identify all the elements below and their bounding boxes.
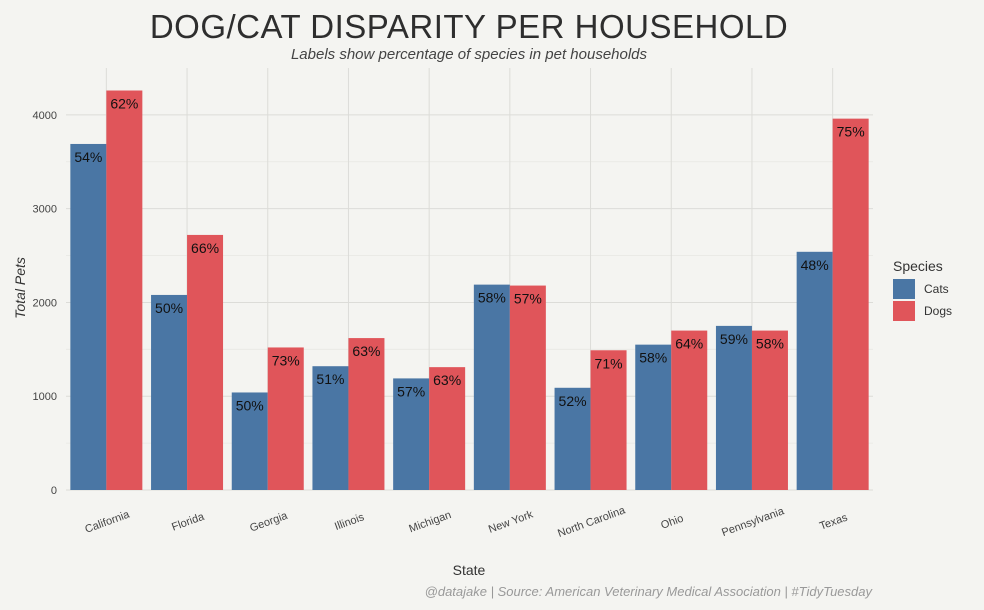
- x-axis-title: State: [453, 562, 486, 578]
- bar-dogs: [832, 118, 869, 490]
- bar-value-label: 50%: [155, 300, 183, 316]
- x-tick-label: Ohio: [659, 513, 685, 532]
- y-tick-label: 3000: [33, 204, 57, 216]
- x-axis-ticks: California Florida Georgia Illinois Michigan…: [83, 504, 849, 540]
- x-tick-label: Georgia: [248, 510, 290, 535]
- bar-value-label: 58%: [478, 290, 506, 306]
- x-tick-label: Texas: [818, 511, 850, 532]
- bar-value-label: 75%: [837, 124, 865, 140]
- bar-value-label: 48%: [801, 257, 829, 273]
- bar-labels: 54% 50% 50% 51% 57% 58% 52% 58% 59% 48% 62% 66% 73% 6…: [74, 96, 864, 414]
- legend-swatch-cats: [893, 279, 915, 299]
- y-tick-label: 4000: [33, 110, 57, 122]
- bar-cats: [70, 143, 107, 490]
- bar-value-label: 73%: [272, 352, 300, 368]
- chart-title: DOG/CAT DISPARITY PER HOUSEHOLD: [150, 8, 788, 45]
- bar-value-label: 58%: [639, 350, 667, 366]
- chart-subtitle: Labels show percentage of species in pet…: [291, 46, 648, 63]
- bar-cats: [796, 251, 833, 490]
- x-tick-label: Illinois: [333, 511, 366, 533]
- bars: [70, 90, 869, 491]
- legend-label-dogs: Dogs: [924, 304, 952, 318]
- bar-value-label: 64%: [675, 336, 703, 352]
- y-tick-label: 0: [51, 485, 57, 497]
- x-tick-label: Florida: [170, 510, 207, 533]
- bar-value-label: 62%: [110, 96, 138, 112]
- bar-dogs: [509, 285, 546, 490]
- bar-value-label: 66%: [191, 240, 219, 256]
- bar-cats: [312, 366, 349, 490]
- bar-cats: [231, 392, 268, 490]
- bar-value-label: 51%: [316, 371, 344, 387]
- bar-value-label: 63%: [352, 343, 380, 359]
- x-tick-label: North Carolina: [556, 504, 628, 540]
- legend-title: Species: [893, 258, 943, 274]
- y-tick-label: 2000: [33, 297, 57, 309]
- bar-cats: [393, 378, 430, 490]
- bar-value-label: 63%: [433, 372, 461, 388]
- chart-caption: @datajake | Source: American Veterinary …: [425, 584, 874, 599]
- bar-dogs: [187, 234, 224, 490]
- bar-dogs: [671, 330, 708, 490]
- x-tick-label: Pennsylvania: [720, 505, 786, 539]
- bar-cats: [473, 284, 510, 490]
- y-axis-ticks: 0 1000 2000 3000 4000: [33, 110, 57, 497]
- x-tick-label: New York: [487, 508, 535, 535]
- bar-cats: [554, 387, 591, 490]
- legend-swatch-dogs: [893, 301, 915, 321]
- legend-label-cats: Cats: [924, 282, 949, 296]
- bar-value-label: 57%: [397, 383, 425, 399]
- legend: Species Cats Dogs: [893, 258, 952, 321]
- y-axis-title: Total Pets: [12, 257, 28, 319]
- bar-value-label: 58%: [756, 336, 784, 352]
- bar-value-label: 57%: [514, 291, 542, 307]
- bar-value-label: 50%: [236, 397, 264, 413]
- x-tick-label: Michigan: [407, 509, 452, 535]
- bar-cats: [151, 294, 188, 490]
- bar-dogs: [751, 330, 788, 490]
- bar-value-label: 71%: [595, 355, 623, 371]
- bar-dogs: [267, 347, 304, 490]
- bar-dogs: [590, 350, 627, 490]
- x-tick-label: California: [83, 508, 132, 535]
- bar-value-label: 52%: [559, 393, 587, 409]
- bar-value-label: 59%: [720, 331, 748, 347]
- bar-dogs: [429, 367, 466, 490]
- bar-dogs: [106, 90, 143, 491]
- bar-value-label: 54%: [74, 149, 102, 165]
- y-tick-label: 1000: [33, 391, 57, 403]
- bar-cats: [715, 325, 752, 490]
- bar-cats: [635, 344, 672, 490]
- bar-dogs: [348, 338, 385, 490]
